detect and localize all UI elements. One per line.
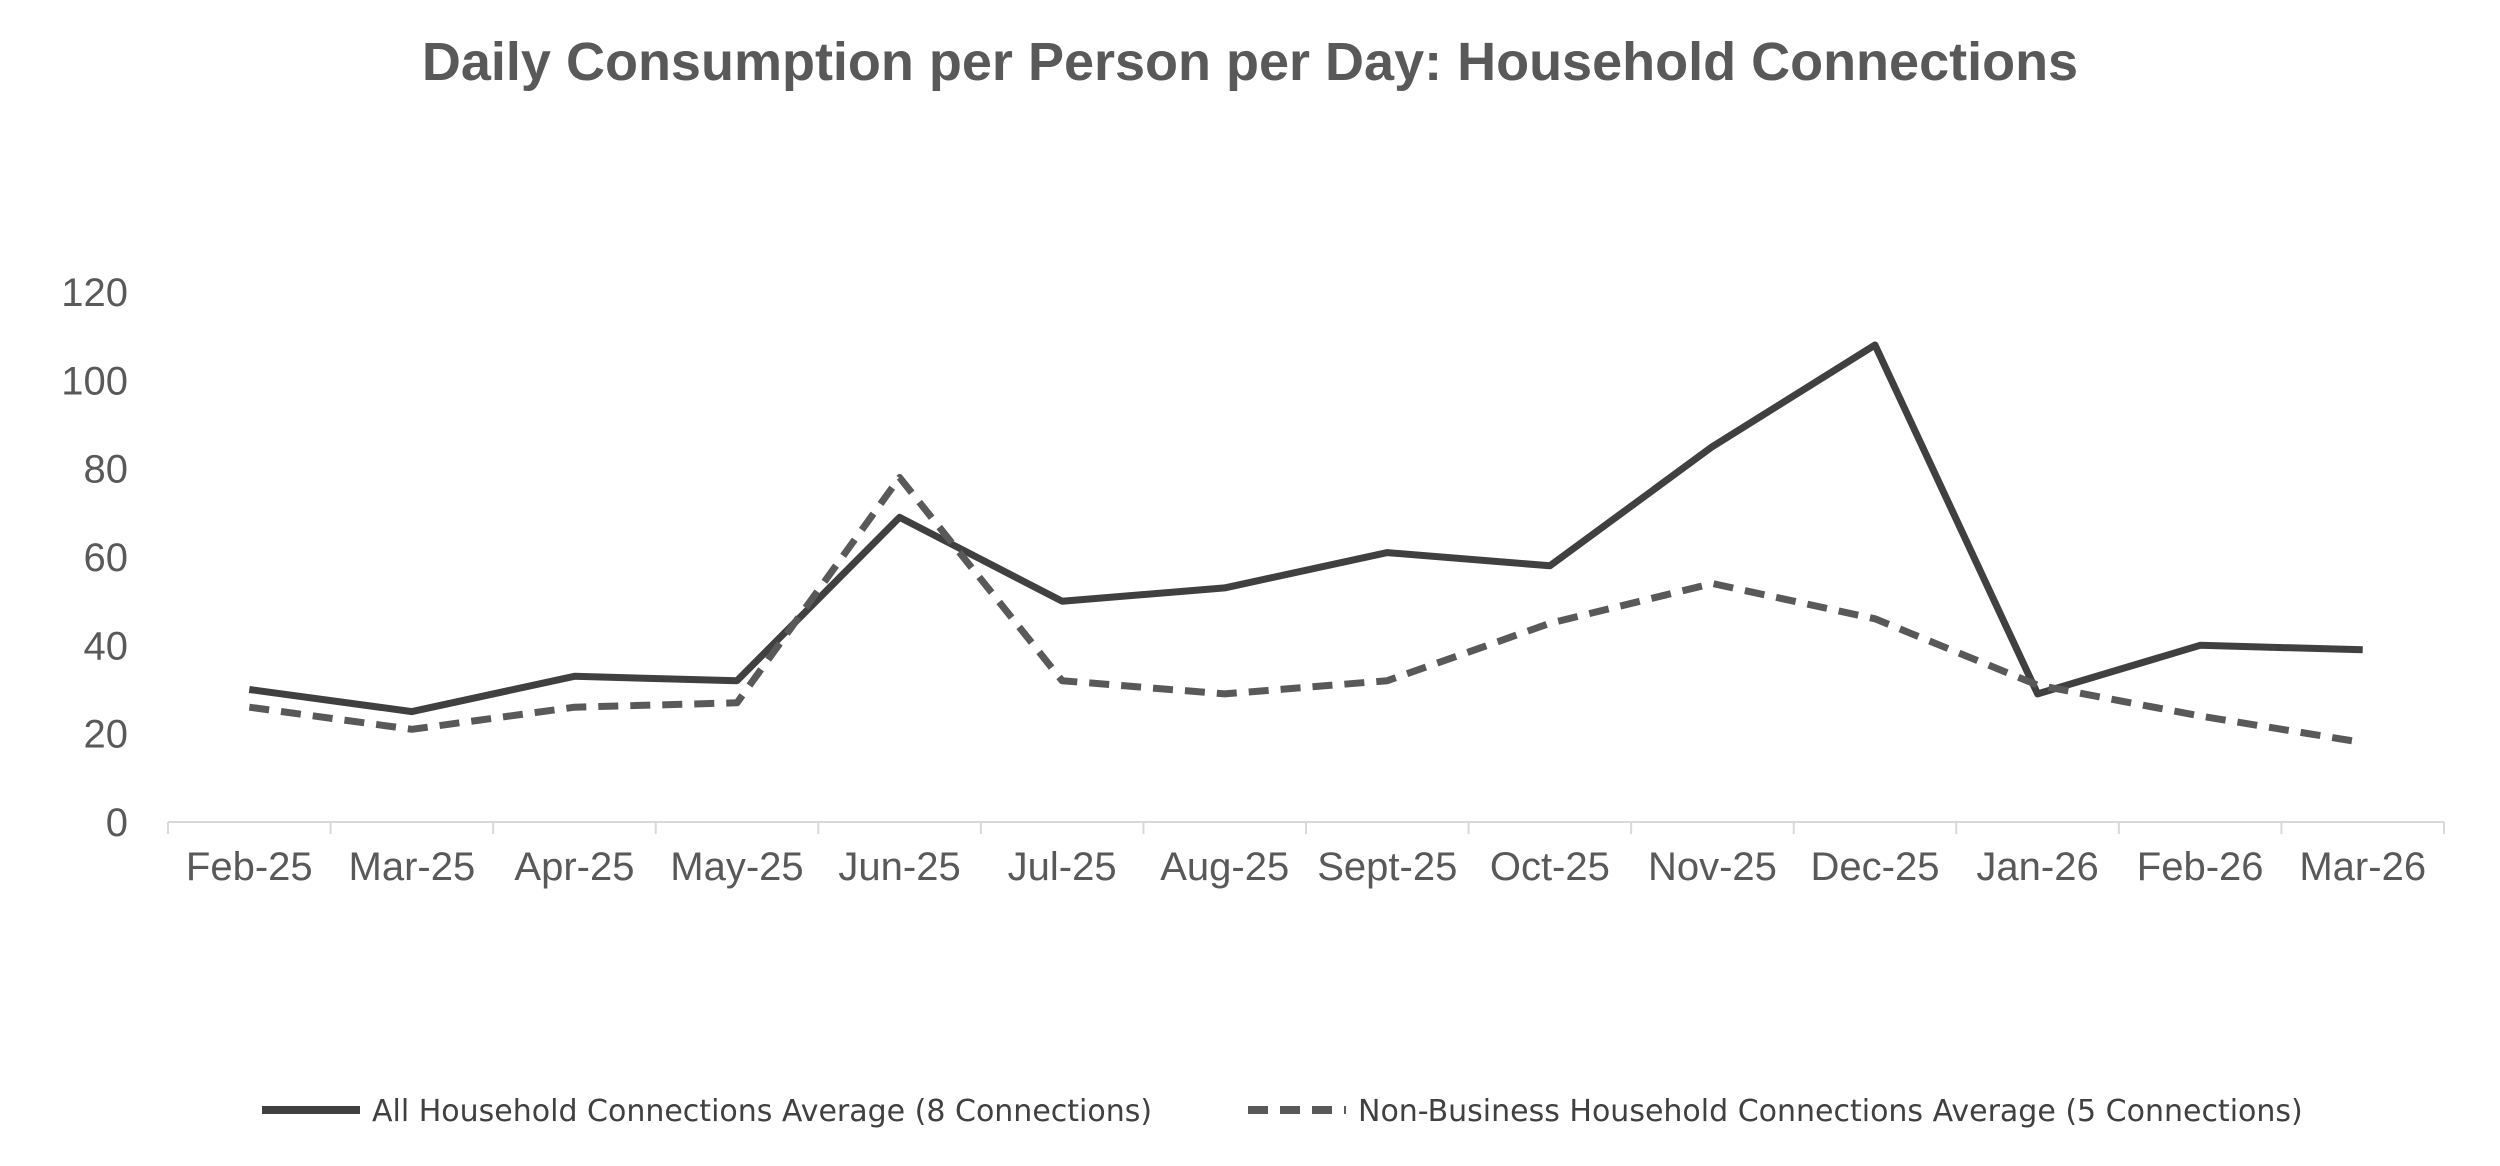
x-tick-label: Feb-26 <box>2137 845 2264 889</box>
y-axis: 0 20 40 60 80 100 120 <box>61 271 128 845</box>
x-tick-label: Jan-26 <box>1976 845 2098 889</box>
x-tick-label: Apr-25 <box>514 845 634 889</box>
x-tick-label: Dec-25 <box>1811 845 1940 889</box>
legend-label-all-household: All Household Connections Average (8 Con… <box>372 1094 1152 1129</box>
x-tick-label: May-25 <box>670 845 803 889</box>
x-tick-label: Jul-25 <box>1008 845 1117 889</box>
series-line-non-business <box>248 474 2364 746</box>
x-tick-label: Nov-25 <box>1648 845 1777 889</box>
x-tick-label: Mar-26 <box>2299 845 2426 889</box>
x-tick-label: Sept-25 <box>1317 845 1457 889</box>
x-tick-label: Aug-25 <box>1160 845 1289 889</box>
y-tick-label: 120 <box>61 271 128 315</box>
legend: All Household Connections Average (8 Con… <box>262 1094 2303 1129</box>
y-tick-label: 80 <box>84 448 129 492</box>
y-tick-label: 20 <box>84 713 129 757</box>
legend-item-non-business: Non-Business Household Connections Avera… <box>1248 1094 2303 1129</box>
y-tick-label: 100 <box>61 359 128 403</box>
x-tick-label: Mar-25 <box>349 845 476 889</box>
series-layer <box>248 341 2364 746</box>
chart-title: Daily Consumption per Person per Day: Ho… <box>422 32 2078 92</box>
x-tick-label: Feb-25 <box>186 845 313 889</box>
y-tick-label: 40 <box>84 624 129 668</box>
series-line-all-household <box>248 341 2363 716</box>
legend-item-all-household: All Household Connections Average (8 Con… <box>262 1094 1152 1129</box>
legend-label-non-business: Non-Business Household Connections Avera… <box>1358 1094 2303 1129</box>
x-tick-label: Oct-25 <box>1490 845 1610 889</box>
y-tick-label: 0 <box>106 801 128 845</box>
y-tick-label: 60 <box>84 536 129 580</box>
x-axis: Feb-25 Mar-25 Apr-25 May-25 Jun-25 Jul-25 Aug-… <box>167 821 2445 889</box>
x-tick-label: Jun-25 <box>838 845 960 889</box>
